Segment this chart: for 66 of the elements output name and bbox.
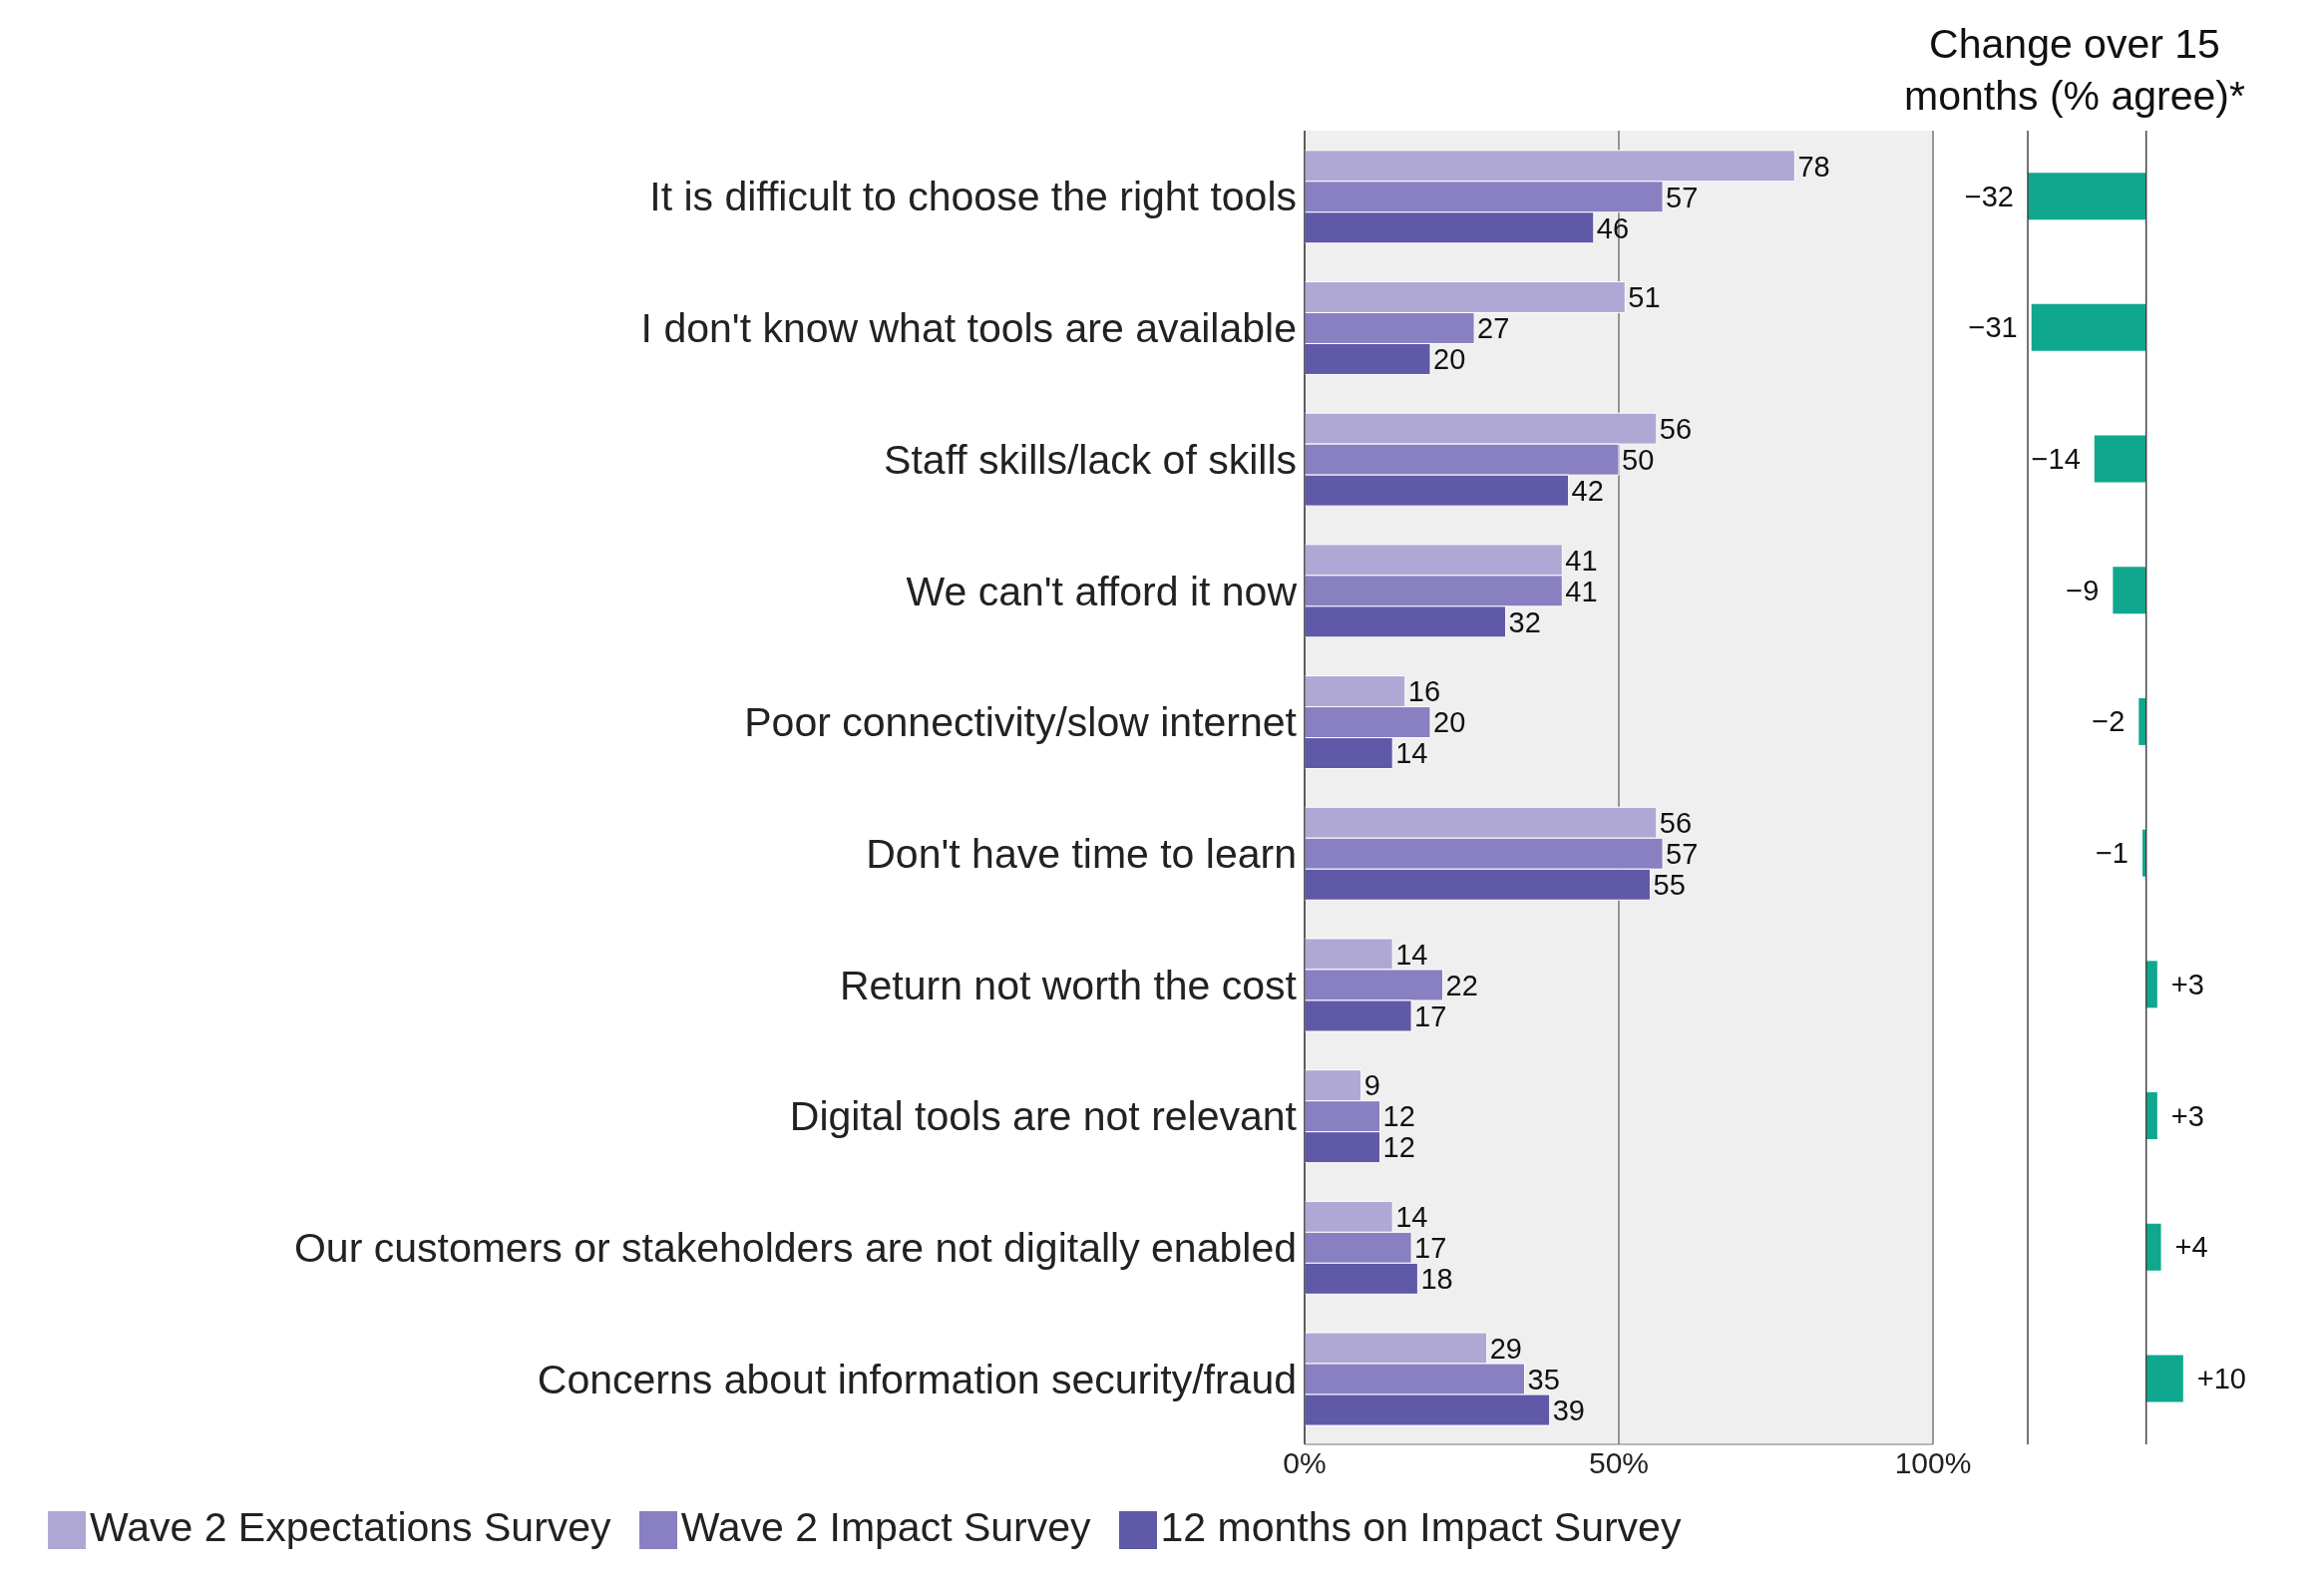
data-label: −32 bbox=[1964, 180, 2015, 212]
data-label: 32 bbox=[1508, 605, 1541, 638]
data-label: +10 bbox=[2196, 1362, 2247, 1394]
data-label: 20 bbox=[1433, 343, 1466, 376]
legend-label: 12 months on Impact Survey bbox=[1160, 1504, 1682, 1550]
y-tick-label: We can't afford it now bbox=[906, 568, 1298, 614]
data-label: 16 bbox=[1407, 675, 1441, 708]
data-label: 14 bbox=[1395, 1201, 1428, 1234]
data-label: 57 bbox=[1666, 181, 1699, 213]
data-label: 14 bbox=[1395, 938, 1428, 971]
data-label: 35 bbox=[1527, 1363, 1560, 1395]
bar bbox=[2031, 303, 2146, 351]
data-label: +3 bbox=[2170, 968, 2204, 1000]
data-label: 41 bbox=[1565, 544, 1598, 577]
data-label: 56 bbox=[1659, 807, 1693, 840]
data-label: 78 bbox=[1797, 150, 1830, 183]
data-label: 42 bbox=[1571, 474, 1604, 507]
data-label: 57 bbox=[1666, 838, 1699, 871]
y-tick-label: Don't have time to learn bbox=[866, 830, 1297, 877]
legend-label: Wave 2 Impact Survey bbox=[680, 1504, 1091, 1550]
data-label: 20 bbox=[1433, 706, 1466, 739]
bar bbox=[2145, 1355, 2183, 1402]
x-tick-label: 0% bbox=[1283, 1446, 1327, 1480]
data-label: 12 bbox=[1382, 1100, 1415, 1133]
y-tick-label: Staff skills/lack of skills bbox=[884, 436, 1297, 483]
data-label: 55 bbox=[1653, 869, 1686, 902]
chart-title: Change over 15 months (% agree)* bbox=[1903, 20, 2246, 121]
y-tick-label: Concerns about information security/fraud bbox=[537, 1356, 1297, 1402]
data-label: 17 bbox=[1414, 999, 1447, 1032]
data-label: −14 bbox=[2031, 443, 2081, 476]
bar bbox=[2145, 1092, 2157, 1140]
data-label: 18 bbox=[1420, 1263, 1453, 1296]
data-label: 27 bbox=[1477, 312, 1510, 345]
bar bbox=[2145, 1223, 2161, 1271]
legend-label: Wave 2 Expectations Survey bbox=[90, 1504, 611, 1550]
y-tick-label: Poor connectivity/slow internet bbox=[744, 699, 1298, 746]
data-label: 29 bbox=[1489, 1332, 1522, 1365]
bar bbox=[2138, 697, 2146, 745]
data-label: 51 bbox=[1628, 281, 1661, 314]
data-label: +3 bbox=[2170, 1099, 2204, 1132]
data-label: 17 bbox=[1414, 1232, 1447, 1265]
bar bbox=[2145, 961, 2157, 1008]
bar bbox=[2113, 567, 2146, 614]
y-tick-label: It is difficult to choose the right tools bbox=[649, 174, 1297, 220]
data-label: 39 bbox=[1552, 1393, 1585, 1426]
data-label: 46 bbox=[1596, 211, 1630, 244]
data-label: 9 bbox=[1363, 1069, 1380, 1102]
y-tick-label: Digital tools are not relevant bbox=[789, 1093, 1298, 1140]
data-label: −31 bbox=[1968, 311, 2018, 344]
data-label: 14 bbox=[1395, 737, 1428, 770]
y-tick-label: I don't know what tools are available bbox=[640, 305, 1297, 352]
y-tick-label: Our customers or stakeholders are not digitally enabled bbox=[293, 1225, 1297, 1272]
data-label: −9 bbox=[2066, 574, 2100, 606]
data-label: 12 bbox=[1382, 1131, 1415, 1164]
data-label: 22 bbox=[1445, 969, 1478, 1001]
x-tick-label: 100% bbox=[1894, 1446, 1972, 1480]
data-label: 50 bbox=[1622, 443, 1655, 476]
data-label: −2 bbox=[2092, 705, 2126, 738]
data-label: +4 bbox=[2174, 1231, 2208, 1264]
data-label: 56 bbox=[1659, 412, 1693, 445]
data-label: 41 bbox=[1565, 575, 1598, 607]
y-tick-label: Return not worth the cost bbox=[839, 962, 1298, 1008]
bar bbox=[2028, 173, 2146, 220]
bar bbox=[2094, 435, 2146, 483]
data-label: −1 bbox=[2095, 837, 2129, 870]
x-tick-label: 50% bbox=[1588, 1446, 1650, 1480]
